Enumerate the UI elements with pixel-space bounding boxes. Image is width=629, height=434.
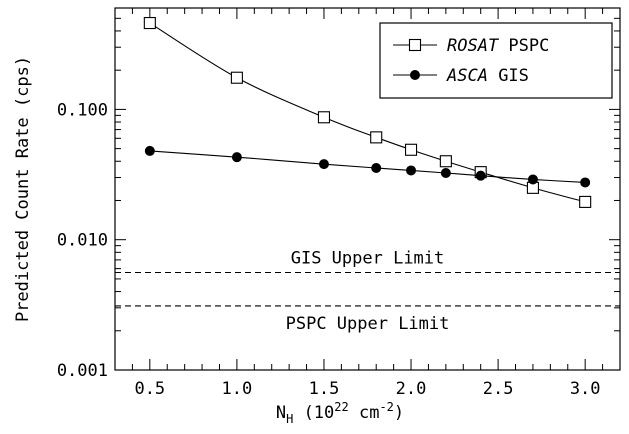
x-axis-ticks: 0.5 1.0 1.5 2.0 2.5 3.0 [114,8,621,399]
data-point-rosat-pspc [370,131,383,144]
x-axis-title-part: 22 [334,400,348,414]
x-axis-title-part: N [276,403,286,423]
x-tick-label: 1.0 [222,379,253,399]
x-axis-title-part: ) [394,403,404,423]
reference-line-label: GIS Upper Limit [291,249,445,269]
data-point-legend-asca-gis [410,70,420,80]
y-tick-label: 0.001 [57,361,108,381]
legend-label-rosat-pspc: ROSAT PSPC [447,36,549,56]
x-tick-label: 2.0 [396,379,427,399]
series-line-asca-gis [149,150,586,184]
data-point-asca-gis [580,177,591,188]
data-point-rosat-pspc [317,111,331,124]
legend-label-rest: GIS [488,66,529,86]
data-point-asca-gis [371,163,382,174]
data-point-asca-gis [406,165,417,176]
series-asca-gis [144,145,591,188]
x-tick-label: 0.5 [134,379,165,399]
legend-label-italic: ROSAT [447,36,500,56]
legend-label-asca-gis: ASCA GIS [446,66,529,86]
data-point-asca-gis [475,170,486,181]
y-tick-label: 0.100 [57,100,108,120]
data-point-rosat-pspc [579,195,592,208]
legend: ROSAT PSPC ASCA GIS [379,22,613,99]
legend-box [379,22,613,99]
plot-frame [114,7,621,371]
series-layer [143,16,592,208]
x-axis-title: NH (1022 cm-2) [276,400,404,426]
x-tick-label: 2.5 [483,379,514,399]
data-point-rosat-pspc [404,143,418,156]
x-tick-label: 3.0 [570,379,601,399]
x-axis-title-part: -2 [379,400,393,414]
legend-label-rest: PSPC [498,36,549,56]
data-point-rosat-pspc [439,155,452,168]
data-point-asca-gis [231,152,242,163]
x-axis-title-part: (10 [293,403,334,423]
y-axis-title: Predicted Count Rate (cps) [13,56,33,322]
x-tick-label: 1.5 [309,379,340,399]
data-point-asca-gis [318,159,329,170]
reference-line-label: PSPC Upper Limit [286,314,450,334]
data-point-rosat-pspc [230,71,243,84]
data-point-legend-rosat-pspc [408,38,422,52]
reference-lines: GIS Upper Limit PSPC Upper Limit [115,249,620,334]
x-axis-title-part: H [286,412,293,426]
y-tick-label: 0.010 [57,231,108,251]
data-point-asca-gis [440,167,451,178]
data-point-asca-gis [144,145,155,156]
y-axis-ticks: 0.001 0.010 0.100 [57,7,620,381]
data-point-rosat-pspc [143,16,156,30]
data-point-asca-gis [527,174,538,185]
legend-label-italic: ASCA [446,66,488,86]
x-axis-title-part: cm [349,403,380,423]
